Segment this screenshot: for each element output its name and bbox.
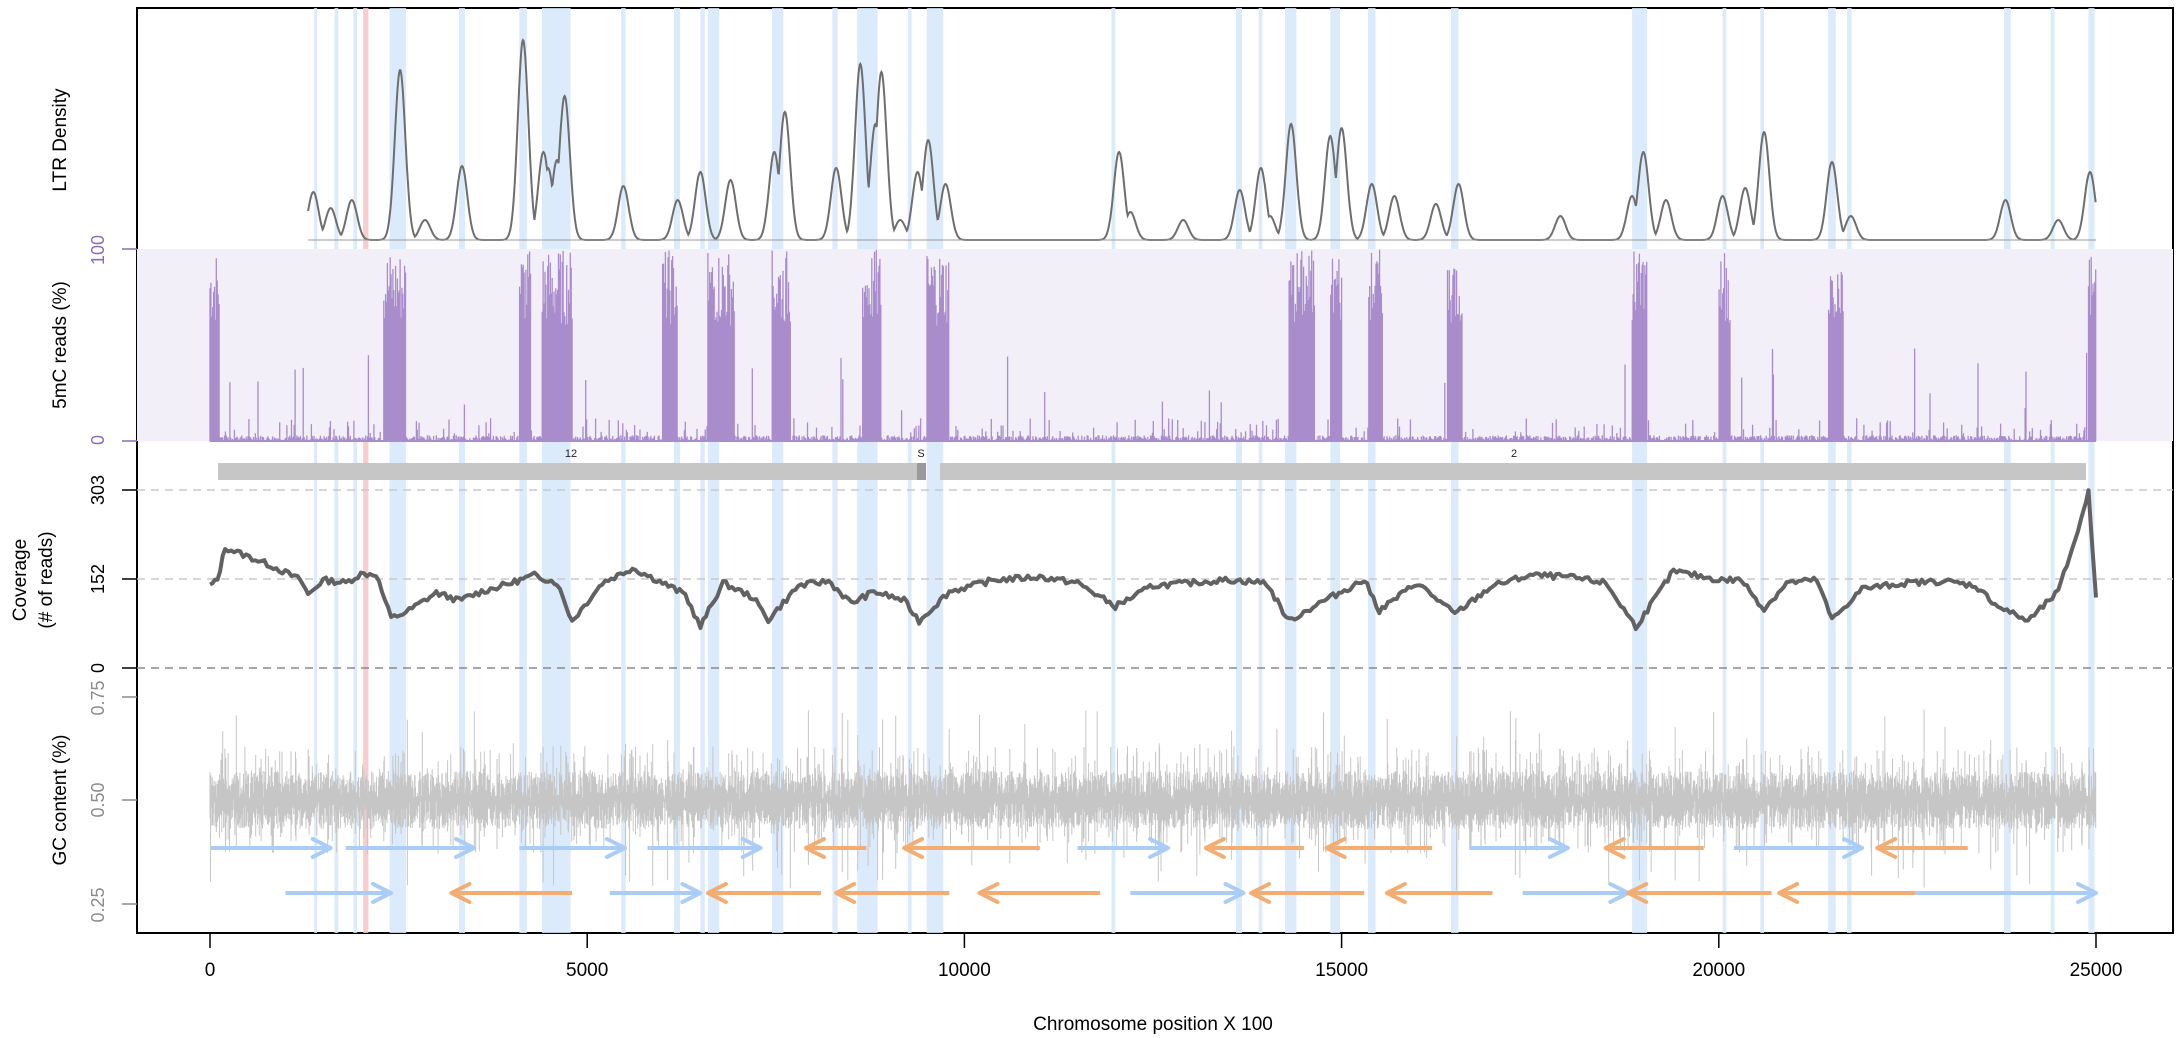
x-tick-label: 0 — [205, 960, 216, 981]
contig-bar: 12 S 2 — [218, 448, 2086, 480]
gc-ytick-025: 0.25 — [88, 887, 108, 922]
gene-arrow-head — [1842, 837, 1865, 859]
gene-arrow-head — [310, 837, 333, 859]
gene-arrow-head — [902, 837, 925, 859]
gene-arrow-head — [449, 882, 472, 904]
gene-arrow-head — [1384, 882, 1407, 904]
highlight-band — [926, 8, 944, 933]
coverage-line — [209, 488, 2098, 632]
gene-arrows — [210, 837, 2098, 904]
x-tick-label: 15000 — [1315, 960, 1368, 981]
gene-arrow-head — [1875, 837, 1898, 859]
x-axis-label: Chromosome position X 100 — [1033, 1014, 1273, 1035]
contig-segment-12 — [218, 463, 918, 480]
methylation-panel: 5mC reads (%) 100 0 — [50, 235, 2173, 445]
gc-ytick-050: 0.50 — [88, 782, 108, 817]
x-axis: 0 5000 10000 15000 20000 25000 — [205, 933, 2123, 981]
gene-arrow-head — [977, 882, 1000, 904]
gene-arrow-head — [1148, 837, 1171, 859]
gene-arrow-head — [604, 837, 627, 859]
gene-arrow-head — [1626, 882, 1649, 904]
contig-label-12: 12 — [565, 448, 577, 460]
gene-arrow-head — [454, 837, 477, 859]
gene-arrow-head — [1223, 882, 1246, 904]
gene-arrow-head — [2076, 882, 2098, 904]
methylation-ylabel: 5mC reads (%) — [50, 281, 71, 409]
ltr-density-line — [307, 38, 2097, 241]
gene-arrow-head — [1324, 837, 1347, 859]
gc-content-ylabel: GC content (%) — [50, 735, 71, 866]
coverage-panel: Coverage (# of reads) 303 152 0 — [10, 475, 2173, 673]
ltr-density-panel: LTR Density — [50, 38, 2097, 241]
gene-arrow-head — [705, 882, 728, 904]
x-tick-label: 10000 — [938, 960, 991, 981]
coverage-ytick-152: 152 — [88, 564, 108, 594]
gene-arrow-head — [371, 882, 394, 904]
contig-segment-s — [917, 463, 926, 480]
gc-ytick-075: 0.75 — [88, 680, 108, 715]
gene-arrow-head — [1249, 882, 1272, 904]
coverage-ytick-0: 0 — [88, 663, 108, 673]
contig-segment-2 — [940, 463, 2086, 480]
highlight-band — [2088, 8, 2095, 933]
x-tick-label: 25000 — [2070, 960, 2123, 981]
plot-frame — [136, 7, 2174, 934]
x-tick-label: 20000 — [1692, 960, 1745, 981]
gc-signal-trace — [209, 709, 2097, 891]
methylation-background — [137, 249, 2173, 441]
gene-arrow-head — [1547, 837, 1570, 859]
gene-arrow-head — [1603, 837, 1626, 859]
gene-arrow-head — [740, 837, 763, 859]
x-tick-label: 5000 — [566, 960, 608, 981]
coverage-ylabel-line2: (# of reads) — [36, 531, 57, 628]
gene-arrow-head — [1203, 837, 1226, 859]
gene-arrow-head — [680, 882, 703, 904]
gene-arrow-head — [803, 837, 826, 859]
contig-label-s: S — [917, 448, 924, 460]
methylation-bars — [209, 249, 2097, 442]
methylation-ytick-bottom: 0 — [88, 435, 108, 445]
gene-arrow-head — [834, 882, 857, 904]
coverage-ytick-303: 303 — [88, 475, 108, 505]
gc-content-panel: GC content (%) 0.75 0.50 0.25 — [50, 680, 2098, 923]
coverage-ylabel-line1: Coverage — [10, 539, 31, 621]
contig-label-2: 2 — [1511, 448, 1517, 460]
gc-content-signal — [209, 709, 2097, 891]
ltr-density-ylabel: LTR Density — [50, 88, 71, 192]
methylation-ytick-top: 100 — [88, 235, 108, 265]
gene-arrow-head — [1777, 882, 1800, 904]
